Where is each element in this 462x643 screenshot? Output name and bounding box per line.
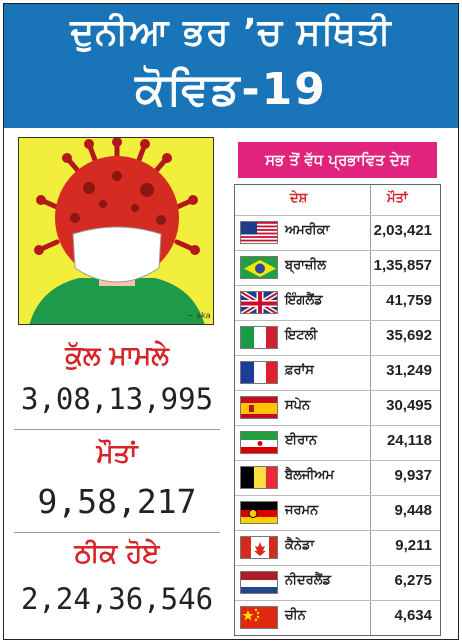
divider [14,429,220,430]
france-flag-icon [240,361,278,384]
table-row: ਇਟਲੀ 35,692 [235,320,440,353]
uk-flag-icon [240,291,278,314]
table-row: ਨੀਦਰਲੈਂਡ 6,275 [235,565,440,598]
country-deaths: 9,937 [394,467,432,484]
country-name: ਬ੍ਰਾਜ਼ੀਲ [285,258,327,273]
netherlands-flag-icon [240,571,278,594]
deaths-value: 9,58,217 [37,482,197,521]
countries-table: ਦੇਸ਼ ਮੌਤਾਂ ਅਮਰੀਕਾ 2,03,421 ਬ੍ਰਾਜ਼ੀਲ 1,35,85… [234,184,441,636]
table-row: ਬੈਲਜੀਅਮ 9,937 [235,460,440,493]
country-deaths: 9,448 [394,502,432,519]
country-name: ਸਪੇਨ [285,398,311,413]
header-country: ਦੇਸ਼ [290,191,308,206]
table-row: ਬ੍ਰਾਜ਼ੀਲ 1,35,857 [235,250,440,283]
country-name: ਚੀਨ [285,608,306,623]
country-name: ਇੰਗਲੈਂਡ [285,293,323,308]
country-name: ਈਰਾਨ [285,433,317,448]
country-name: ਫ਼ਰਾਂਸ [285,363,314,378]
belgium-flag-icon [240,466,278,489]
header-banner: ਦੁਨੀਆ ਭਰ ’ਚ ਸਥਿਤੀ ਕੋਵਿਡ-19 [4,4,458,128]
country-name: ਬੈਲਜੀਅਮ [285,468,335,483]
country-name: ਨੀਦਰਲੈਂਡ [285,573,331,588]
column-divider [370,185,371,635]
country-deaths: 35,692 [386,327,432,344]
country-deaths: 2,03,421 [373,222,432,239]
spain-flag-icon [240,396,278,419]
table-row: ਕੈਨੇਡਾ 9,211 [235,530,440,563]
table-row: ਸਪੇਨ 30,495 [235,390,440,423]
country-deaths: 1,35,857 [373,257,432,274]
country-deaths: 24,118 [386,432,432,449]
country-deaths: 6,275 [394,572,432,589]
country-deaths: 4,634 [394,607,432,624]
recovered-value: 2,24,36,546 [20,582,214,616]
germany-flag-icon [240,501,278,524]
italy-flag-icon [240,326,278,349]
deaths-label: ਮੌਤਾਂ [96,439,138,469]
artist-signature: ~ aka [187,311,211,320]
table-row: ਇੰਗਲੈਂਡ 41,759 [235,285,440,318]
country-deaths: 31,249 [386,362,432,379]
country-name: ਅਮਰੀਕਾ [285,223,330,238]
title-line-2: ਕੋਵਿਡ-19 [135,64,327,115]
table-row: ਫ਼ਰਾਂਸ 31,249 [235,355,440,388]
brazil-flag-icon [240,256,278,279]
recovered-label: ਠੀਕ ਹੋਏ [74,539,160,569]
table-row: ਈਰਾਨ 24,118 [235,425,440,458]
table-header: ਦੇਸ਼ ਮੌਤਾਂ [235,185,440,215]
total-cases-value: 3,08,13,995 [20,382,214,416]
iran-flag-icon [240,431,278,454]
table-row: ਅਮਰੀਕਾ 2,03,421 [235,215,440,248]
infographic-frame: ਦੁਨੀਆ ਭਰ ’ਚ ਸਥਿਤੀ ਕੋਵਿਡ-19 [3,3,459,640]
country-name: ਜਰਮਨ [285,503,319,518]
country-name: ਇਟਲੀ [285,328,318,343]
country-deaths: 30,495 [386,397,432,414]
country-deaths: 41,759 [386,292,432,309]
title-line-1: ਦੁਨੀਆ ਭਰ ’ਚ ਸਥਿਤੀ [70,12,392,53]
divider [14,532,220,533]
total-cases-label: ਕੁੱਲ ਮਾਮਲੇ [65,341,169,371]
country-name: ਕੈਨੇਡਾ [285,538,315,553]
table-row: ਚੀਨ 4,634 [235,600,440,633]
usa-flag-icon [240,221,278,244]
china-flag-icon [240,606,278,629]
table-row: ਜਰਮਨ 9,448 [235,495,440,528]
header-deaths: ਮੌਤਾਂ [387,191,408,206]
canada-flag-icon [240,536,278,559]
virus-masked-person-icon: ~ aka [18,137,214,325]
country-deaths: 9,211 [395,537,432,554]
most-affected-badge: ਸਭ ਤੋਂ ਵੱਧ ਪ੍ਰਭਾਵਿਤ ਦੇਸ਼ [238,142,437,178]
